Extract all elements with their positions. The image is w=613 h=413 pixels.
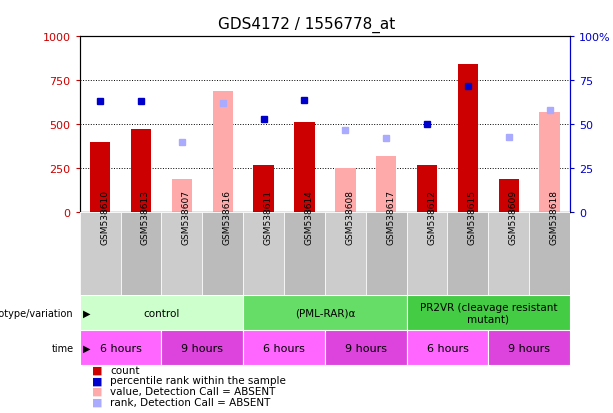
Text: GSM538615: GSM538615 bbox=[468, 190, 477, 244]
Bar bbox=[406, 295, 570, 330]
Bar bbox=[498, 179, 519, 213]
Bar bbox=[366, 213, 406, 295]
Bar bbox=[447, 213, 489, 295]
Bar bbox=[284, 213, 325, 295]
Bar bbox=[489, 213, 529, 295]
Bar bbox=[80, 330, 161, 366]
Text: time: time bbox=[51, 343, 74, 353]
Bar bbox=[161, 330, 243, 366]
Text: PR2VR (cleavage resistant
mutant): PR2VR (cleavage resistant mutant) bbox=[420, 302, 557, 324]
Text: GSM538617: GSM538617 bbox=[386, 190, 395, 244]
Bar bbox=[131, 129, 151, 213]
Bar bbox=[325, 213, 366, 295]
Text: ■: ■ bbox=[92, 365, 102, 375]
Bar bbox=[376, 157, 397, 213]
Text: ■: ■ bbox=[92, 397, 102, 407]
Bar bbox=[458, 65, 478, 213]
Text: GSM538607: GSM538607 bbox=[182, 190, 191, 244]
Text: GSM538612: GSM538612 bbox=[427, 190, 436, 244]
Text: count: count bbox=[110, 365, 140, 375]
Bar bbox=[335, 169, 356, 213]
Text: 9 hours: 9 hours bbox=[345, 343, 387, 353]
Text: GSM538608: GSM538608 bbox=[345, 190, 354, 244]
Bar bbox=[90, 142, 110, 213]
Text: (PML-RAR)α: (PML-RAR)α bbox=[295, 308, 355, 318]
Text: ■: ■ bbox=[92, 386, 102, 396]
Bar bbox=[172, 179, 192, 213]
Bar bbox=[121, 213, 161, 295]
Text: 6 hours: 6 hours bbox=[427, 343, 468, 353]
Bar bbox=[243, 330, 325, 366]
Text: GSM538611: GSM538611 bbox=[264, 190, 273, 244]
Text: 9 hours: 9 hours bbox=[508, 343, 550, 353]
Bar bbox=[213, 92, 233, 213]
Text: ■: ■ bbox=[92, 375, 102, 385]
Bar bbox=[80, 295, 243, 330]
Text: genotype/variation: genotype/variation bbox=[0, 308, 74, 318]
Bar bbox=[539, 113, 560, 213]
Text: rank, Detection Call = ABSENT: rank, Detection Call = ABSENT bbox=[110, 397, 271, 407]
Text: ▶: ▶ bbox=[83, 343, 90, 353]
Bar bbox=[161, 213, 202, 295]
Text: 9 hours: 9 hours bbox=[181, 343, 223, 353]
Text: 6 hours: 6 hours bbox=[263, 343, 305, 353]
Text: 6 hours: 6 hours bbox=[100, 343, 142, 353]
Text: GSM538616: GSM538616 bbox=[223, 190, 232, 244]
Bar bbox=[406, 330, 489, 366]
Bar bbox=[243, 213, 284, 295]
Bar bbox=[243, 295, 406, 330]
Text: control: control bbox=[143, 308, 180, 318]
Text: GSM538614: GSM538614 bbox=[305, 190, 313, 244]
Bar bbox=[80, 213, 121, 295]
Bar bbox=[529, 213, 570, 295]
Text: GSM538618: GSM538618 bbox=[550, 190, 558, 244]
Text: percentile rank within the sample: percentile rank within the sample bbox=[110, 375, 286, 385]
Text: GSM538609: GSM538609 bbox=[509, 190, 518, 244]
Text: GSM538613: GSM538613 bbox=[141, 190, 150, 244]
Text: GDS4172 / 1556778_at: GDS4172 / 1556778_at bbox=[218, 17, 395, 33]
Bar bbox=[406, 213, 447, 295]
Bar bbox=[294, 123, 314, 213]
Bar bbox=[253, 165, 274, 213]
Text: value, Detection Call = ABSENT: value, Detection Call = ABSENT bbox=[110, 386, 276, 396]
Text: ▶: ▶ bbox=[83, 308, 90, 318]
Bar bbox=[417, 165, 437, 213]
Bar bbox=[489, 330, 570, 366]
Bar bbox=[325, 330, 406, 366]
Text: GSM538610: GSM538610 bbox=[100, 190, 109, 244]
Bar bbox=[202, 213, 243, 295]
